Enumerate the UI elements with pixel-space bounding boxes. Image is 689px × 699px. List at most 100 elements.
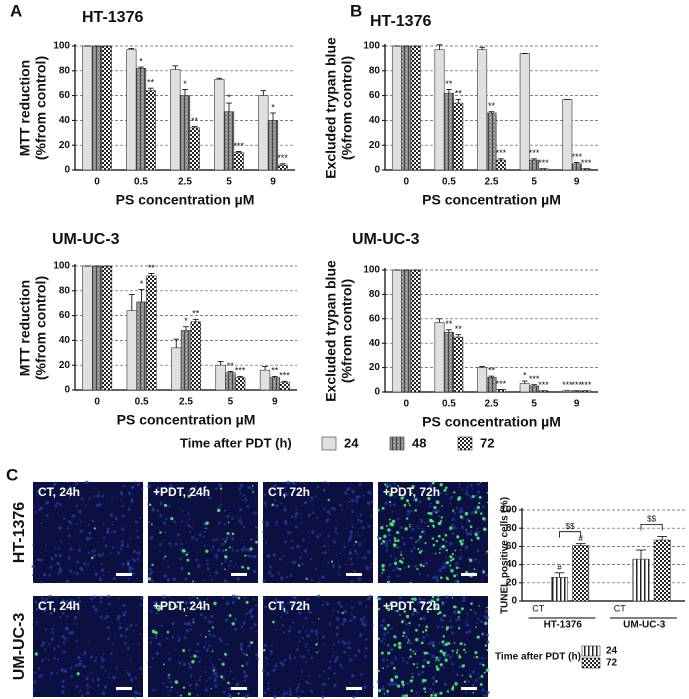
nucleus — [483, 615, 487, 618]
nucleus — [445, 595, 449, 599]
nucleus — [442, 619, 445, 622]
nucleus — [165, 517, 168, 521]
nucleus — [35, 621, 38, 624]
tunel-dot — [430, 599, 434, 603]
nucleus — [315, 629, 319, 633]
nucleus — [272, 668, 276, 672]
nucleus — [97, 553, 101, 557]
nucleus — [203, 530, 206, 533]
nucleus — [44, 657, 47, 660]
tunel-dot — [456, 535, 460, 539]
nucleus — [86, 688, 89, 690]
nucleus — [478, 662, 483, 666]
nucleus — [274, 524, 277, 526]
nucleus — [298, 640, 301, 643]
nucleus — [310, 656, 314, 660]
nucleus — [297, 630, 301, 634]
y-axis-label: Excluded trypan blue — [323, 260, 339, 402]
nucleus — [428, 665, 430, 668]
nucleus — [247, 644, 251, 648]
tunel-dot — [451, 557, 455, 561]
tunel-dot — [394, 675, 399, 679]
nucleus — [364, 605, 368, 608]
nucleus — [244, 596, 247, 599]
nucleus — [394, 496, 397, 499]
nucleus — [302, 655, 306, 659]
nucleus — [76, 612, 79, 615]
nucleus — [180, 520, 183, 523]
nucleus — [334, 530, 337, 533]
tunel-dot — [212, 669, 215, 672]
nucleus — [478, 561, 481, 564]
tunel-dot — [458, 655, 462, 659]
tunel-dot — [433, 693, 438, 697]
tunel-dot — [409, 679, 412, 682]
tunel-dot — [414, 509, 418, 512]
nucleus — [48, 574, 52, 577]
tunel-dot — [380, 542, 383, 545]
nucleus — [275, 662, 278, 665]
nucleus — [274, 664, 278, 668]
nucleus — [67, 519, 71, 524]
tunel-dot — [470, 602, 473, 605]
nucleus — [481, 505, 485, 508]
nucleus — [123, 641, 127, 645]
significance-mark: *** — [496, 379, 507, 389]
nucleus — [212, 663, 214, 666]
nucleus — [388, 539, 392, 542]
nucleus — [274, 598, 278, 602]
nucleus — [450, 495, 454, 499]
nucleus — [213, 671, 217, 675]
tunel-dot — [196, 597, 199, 600]
nucleus — [211, 545, 215, 549]
nucleus — [189, 526, 192, 529]
y-tick-label: 60 — [59, 90, 71, 101]
nucleus — [231, 600, 236, 605]
nucleus — [243, 679, 246, 682]
tunel-dot — [435, 607, 439, 611]
nucleus — [185, 521, 188, 524]
significance-mark: *** — [581, 380, 592, 390]
nucleus — [182, 662, 187, 667]
tunel-dot — [408, 621, 411, 625]
micrograph-label: CT, 72h — [268, 485, 310, 499]
nucleus — [264, 656, 267, 659]
nucleus — [125, 627, 129, 631]
nucleus — [367, 525, 371, 528]
bar — [82, 265, 93, 391]
nucleus — [218, 637, 221, 641]
nucleus — [102, 493, 105, 496]
nucleus — [385, 545, 389, 548]
nucleus — [102, 653, 105, 656]
nucleus — [343, 609, 347, 614]
nucleus — [256, 484, 259, 487]
nucleus — [390, 661, 394, 665]
nucleus — [75, 572, 79, 576]
tunel-dot — [451, 685, 455, 689]
tunel-dot — [297, 564, 301, 567]
nucleus — [446, 653, 450, 657]
nucleus — [291, 560, 296, 565]
bar — [234, 377, 246, 391]
tunel-dot — [456, 649, 459, 651]
nucleus — [50, 672, 54, 676]
nucleus — [209, 621, 212, 624]
nucleus — [132, 572, 136, 576]
nucleus — [385, 549, 388, 552]
nucleus — [150, 570, 154, 574]
nucleus — [62, 641, 66, 645]
nucleus — [131, 485, 135, 489]
nucleus — [155, 651, 160, 656]
tunel-dot — [210, 687, 212, 690]
nucleus — [253, 554, 257, 559]
nucleus — [101, 691, 106, 696]
nucleus — [50, 637, 54, 641]
tunel-dot — [407, 565, 410, 568]
nucleus — [297, 685, 300, 688]
tunel-dot — [384, 483, 387, 486]
nucleus — [402, 659, 405, 663]
tunel-dot — [411, 597, 414, 601]
nucleus — [412, 546, 416, 550]
nucleus — [233, 617, 237, 621]
nucleus — [425, 633, 428, 636]
